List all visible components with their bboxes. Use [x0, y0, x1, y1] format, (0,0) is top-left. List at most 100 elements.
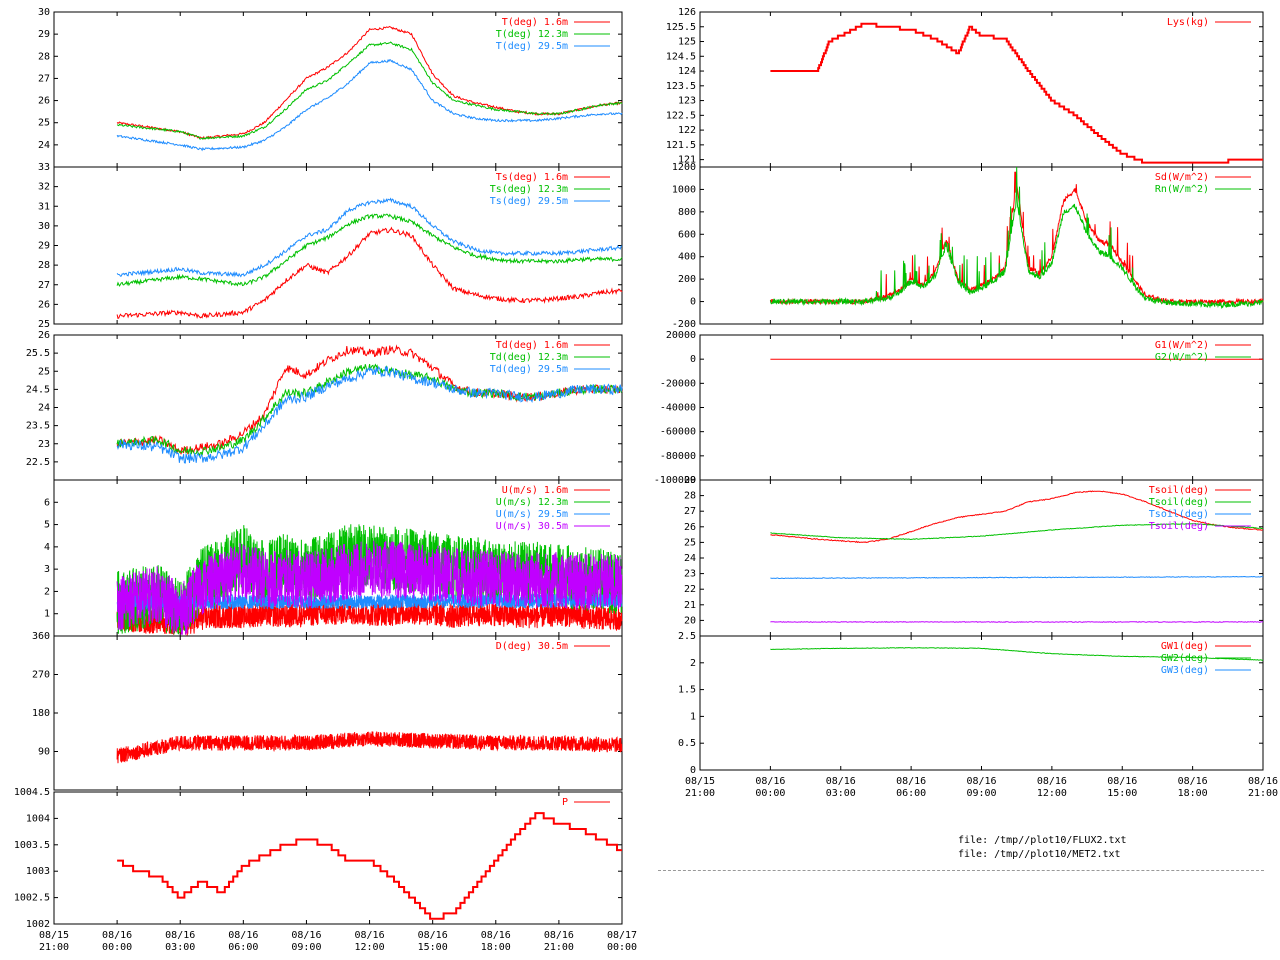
legend-label-Td-0: Td(deg) 1.6m: [496, 340, 568, 351]
legend-label-Ts-2: Ts(deg) 29.5m: [490, 196, 568, 207]
ytick-label-Ts: 33: [38, 162, 50, 173]
ytick-label-Tsoil: 23: [684, 569, 696, 580]
ytick-label-Tsoil: 24: [684, 553, 696, 564]
ytick-label-U: 1: [44, 609, 50, 620]
ytick-label-T: 27: [38, 73, 50, 84]
series-line-Tsoil-3: [770, 620, 1264, 623]
ytick-label-Td: 25: [38, 366, 50, 377]
legend-label-G-1: G2(W/m^2): [1155, 352, 1209, 363]
ytick-label-U: 5: [44, 520, 50, 531]
legend-label-G-0: G1(W/m^2): [1155, 340, 1209, 351]
ytick-label-Td: 25.5: [26, 348, 50, 359]
ytick-label-P: 1004.5: [14, 787, 50, 798]
xtick-time-label: 15:00: [418, 942, 448, 953]
legend-label-Td-1: Td(deg) 12.3m: [490, 352, 568, 363]
legend-label-GW-2: GW3(deg): [1161, 665, 1209, 676]
ytick-label-U: 3: [44, 564, 50, 575]
xtick-time-label: 21:00: [39, 942, 69, 953]
ytick-label-T: 24: [38, 140, 50, 151]
ytick-label-Lys: 125: [678, 37, 696, 48]
ytick-label-D: 270: [32, 670, 50, 681]
legend-label-U-2: U(m/s) 29.5m: [496, 509, 568, 520]
series-line-Tsoil-0: [770, 490, 1264, 544]
ytick-label-Td: 26: [38, 330, 50, 341]
xtick-time-label: 00:00: [607, 942, 637, 953]
series-line-U-3: [116, 540, 623, 635]
xtick-date-label: 08/15: [685, 776, 715, 787]
ytick-label-Ts: 31: [38, 201, 50, 212]
series-line-D-0: [116, 731, 623, 764]
ytick-label-G: -80000: [660, 451, 696, 462]
ytick-label-P: 1003: [26, 866, 50, 877]
xtick-date-label: 08/16: [755, 776, 785, 787]
series-line-Lys-0: [770, 22, 1263, 164]
ytick-label-Tsoil: 27: [684, 506, 696, 517]
ytick-label-Sd: 1200: [672, 162, 696, 173]
ytick-label-D: 90: [38, 747, 50, 758]
ytick-label-Tsoil: 20: [684, 615, 696, 626]
ytick-label-G: -40000: [660, 403, 696, 414]
ytick-label-Sd: 1000: [672, 184, 696, 195]
xtick-date-label: 08/17: [607, 930, 637, 941]
ytick-label-Td: 24: [38, 403, 50, 414]
series-line-GW-1: [770, 647, 1264, 661]
xtick-date-label: 08/16: [1037, 776, 1067, 787]
series-line-Td-1: [116, 363, 623, 457]
ytick-label-D: 360: [32, 631, 50, 642]
legend-label-Td-2: Td(deg) 29.5m: [490, 364, 568, 375]
xtick-date-label: 08/15: [39, 930, 69, 941]
ytick-label-Lys: 123: [678, 96, 696, 107]
ytick-label-Td: 24.5: [26, 384, 50, 395]
ytick-label-P: 1002: [26, 919, 50, 930]
xtick-date-label: 08/16: [966, 776, 996, 787]
ytick-label-Sd: 0: [690, 297, 696, 308]
ytick-label-Lys: 124.5: [666, 51, 696, 62]
ytick-label-P: 1002.5: [14, 893, 50, 904]
legend-label-Sd-0: Sd(W/m^2): [1155, 172, 1209, 183]
legend-label-P-0: P: [562, 797, 568, 808]
ytick-label-GW: 0: [690, 765, 696, 776]
xtick-time-label: 15:00: [1107, 788, 1137, 799]
series-line-Ts-0: [116, 226, 623, 320]
ytick-label-U: 4: [44, 542, 50, 553]
legend-label-Sd-1: Rn(W/m^2): [1155, 184, 1209, 195]
ytick-label-GW: 1.5: [678, 685, 696, 696]
ytick-label-Ts: 28: [38, 260, 50, 271]
xtick-time-label: 00:00: [755, 788, 785, 799]
legend-label-Lys-0: Lys(kg): [1167, 17, 1209, 28]
ytick-label-GW: 0.5: [678, 738, 696, 749]
series-line-P-0: [117, 812, 622, 920]
ytick-label-G: -100000: [654, 475, 696, 486]
ytick-label-Td: 22.5: [26, 457, 50, 468]
ytick-label-GW: 2.5: [678, 631, 696, 642]
ytick-label-Tsoil: 22: [684, 584, 696, 595]
legend-label-Ts-1: Ts(deg) 12.3m: [490, 184, 568, 195]
ytick-label-Lys: 124: [678, 66, 696, 77]
legend-label-Tsoil-3: Tsoil(deg): [1149, 521, 1209, 532]
ytick-label-Lys: 122: [678, 125, 696, 136]
xtick-time-label: 00:00: [102, 942, 132, 953]
series-line-Tsoil-1: [770, 522, 1264, 541]
ytick-label-G: 20000: [666, 330, 696, 341]
xtick-date-label: 08/16: [481, 930, 511, 941]
ytick-label-Tsoil: 28: [684, 491, 696, 502]
panel-frame-D: [53, 635, 623, 791]
ytick-label-G: 0: [690, 354, 696, 365]
ytick-label-Ts: 26: [38, 299, 50, 310]
legend-label-U-3: U(m/s) 30.5m: [496, 521, 568, 532]
ytick-label-U: 2: [44, 586, 50, 597]
ytick-label-T: 30: [38, 7, 50, 18]
xtick-date-label: 08/16: [1107, 776, 1137, 787]
ytick-label-P: 1004: [26, 813, 50, 824]
file-label-flux: file: /tmp//plot10/FLUX2.txt: [958, 835, 1127, 846]
ytick-label-U: 6: [44, 497, 50, 508]
ytick-label-GW: 2: [690, 658, 696, 669]
ytick-label-Tsoil: 29: [684, 475, 696, 486]
xtick-date-label: 08/16: [291, 930, 321, 941]
legend-label-Tsoil-2: Tsoil(deg): [1149, 509, 1209, 520]
ytick-label-Sd: -200: [672, 319, 696, 330]
legend-label-T-1: T(deg) 12.3m: [496, 29, 568, 40]
xtick-time-label: 18:00: [1178, 788, 1208, 799]
xtick-time-label: 03:00: [826, 788, 856, 799]
